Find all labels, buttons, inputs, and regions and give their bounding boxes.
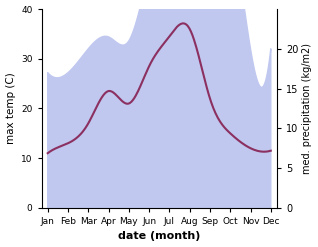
X-axis label: date (month): date (month) — [118, 231, 200, 242]
Y-axis label: max temp (C): max temp (C) — [5, 73, 16, 144]
Y-axis label: med. precipitation (kg/m2): med. precipitation (kg/m2) — [302, 43, 313, 174]
